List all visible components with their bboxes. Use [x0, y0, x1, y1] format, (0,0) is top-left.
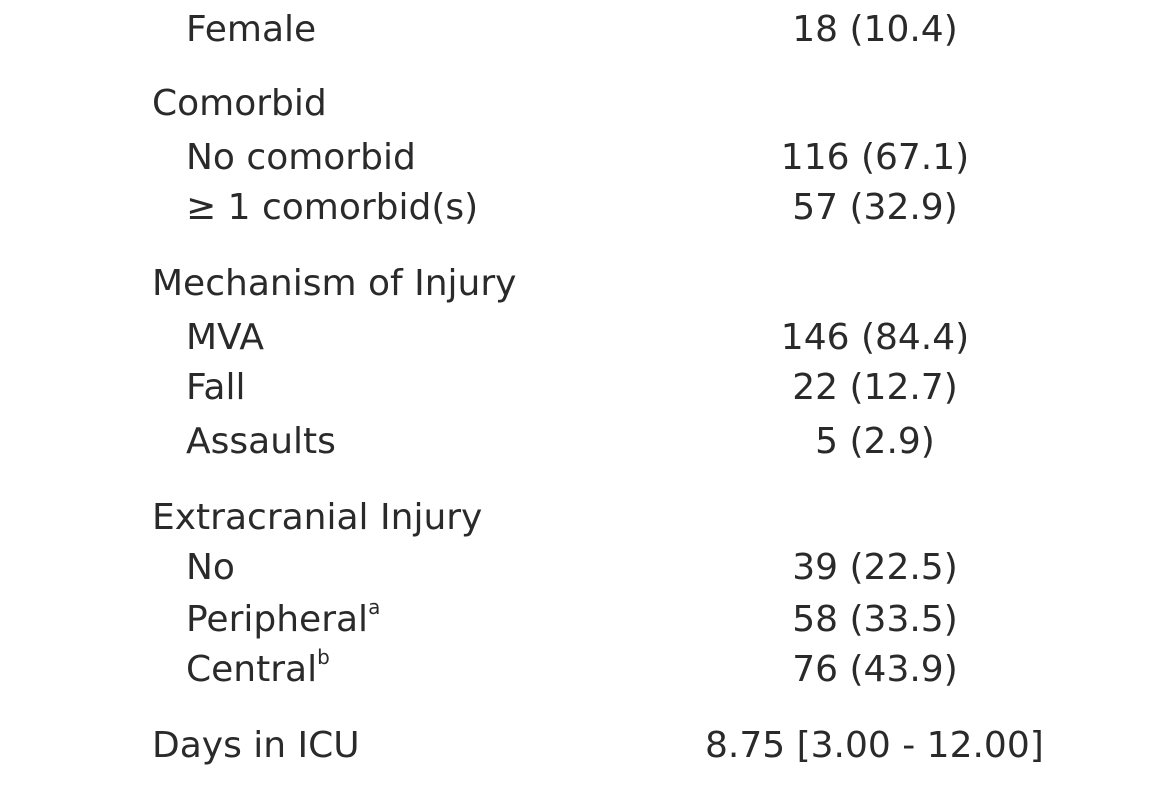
row-value: 39 (22.5) — [792, 547, 958, 588]
row-label: MVA — [186, 317, 265, 358]
section-header: Extracranial Injury — [0, 496, 1170, 540]
section-header: Comorbid — [0, 82, 1170, 126]
section-label: Mechanism of Injury — [152, 263, 517, 304]
table-row: Female 18 (10.4) — [0, 8, 1170, 52]
footnote-marker: b — [317, 645, 330, 669]
table-row: Fall 22 (12.7) — [0, 366, 1170, 410]
row-value: 5 (2.9) — [815, 421, 935, 462]
row-value: 57 (32.9) — [792, 187, 958, 228]
row-value: 58 (33.5) — [792, 599, 958, 640]
row-value: 22 (12.7) — [792, 367, 958, 408]
row-value: 116 (67.1) — [780, 137, 970, 178]
row-label: Female — [186, 9, 317, 50]
row-value: 8.75 [3.00 - 12.00] — [705, 725, 1044, 766]
section-header: Mechanism of Injury — [0, 262, 1170, 306]
row-label: Centralb — [186, 645, 330, 692]
footnote-marker: a — [368, 595, 381, 619]
row-label: Fall — [186, 367, 246, 408]
row-label: No — [186, 547, 235, 588]
table-row: MVA 146 (84.4) — [0, 316, 1170, 360]
table-row: Assaults 5 (2.9) — [0, 420, 1170, 464]
row-label: Assaults — [186, 421, 336, 462]
row-label-text: Central — [186, 649, 318, 690]
row-label: Peripherala — [186, 595, 381, 642]
row-value: 76 (43.9) — [792, 649, 958, 690]
table-row: Centralb 76 (43.9) — [0, 645, 1170, 692]
row-value: 146 (84.4) — [780, 317, 970, 358]
row-label: ≥ 1 comorbid(s) — [186, 187, 479, 228]
table-row: No 39 (22.5) — [0, 546, 1170, 590]
row-label: Days in ICU — [152, 725, 360, 766]
row-label: No comorbid — [186, 137, 416, 178]
section-label: Comorbid — [152, 83, 327, 124]
row-value: 18 (10.4) — [792, 9, 958, 50]
table-row: Days in ICU 8.75 [3.00 - 12.00] — [0, 724, 1170, 768]
table-row: ≥ 1 comorbid(s) 57 (32.9) — [0, 186, 1170, 230]
table-row: No comorbid 116 (67.1) — [0, 136, 1170, 180]
section-label: Extracranial Injury — [152, 497, 483, 538]
table-row: Peripherala 58 (33.5) — [0, 595, 1170, 642]
row-label-text: Peripheral — [186, 599, 369, 640]
